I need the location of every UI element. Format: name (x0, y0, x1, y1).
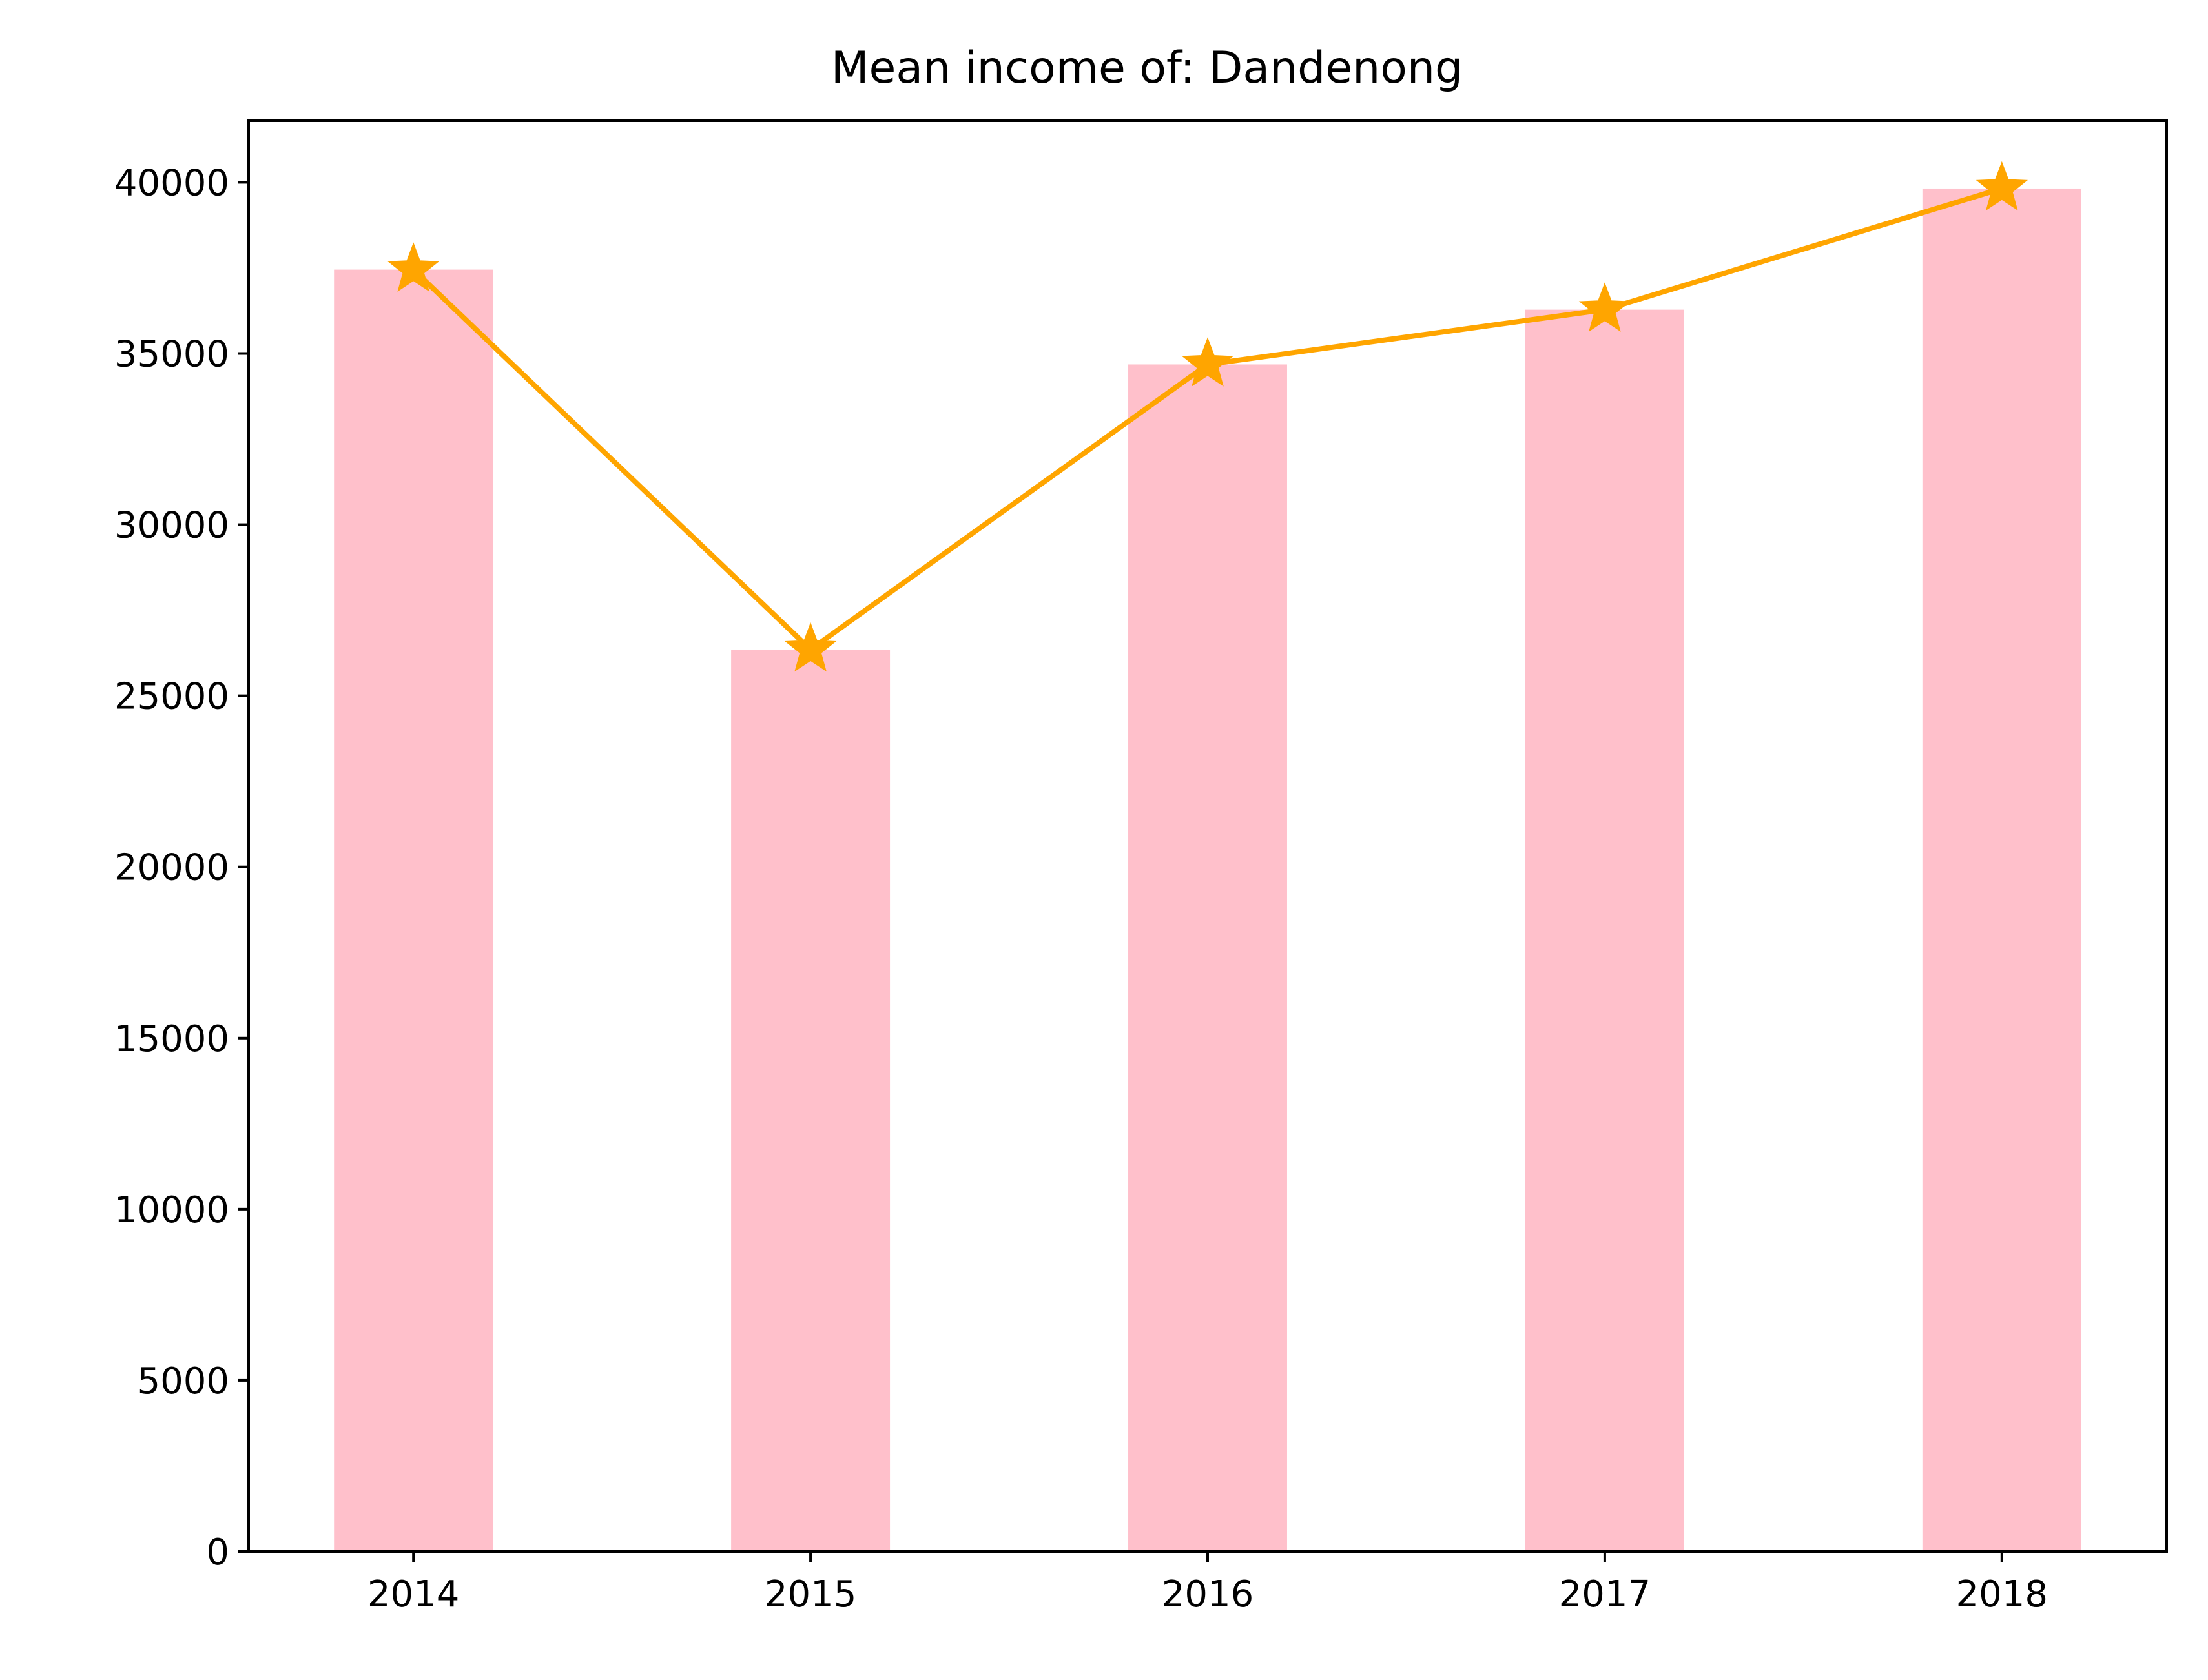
bar-2016 (1128, 364, 1287, 1552)
star-marker-2017 (1578, 282, 1631, 332)
y-tick-label: 35000 (114, 333, 229, 375)
x-axis-ticks: 2014 2015 2016 2017 2018 (367, 1552, 2048, 1615)
bar-2017 (1525, 309, 1684, 1552)
y-tick-label: 40000 (114, 162, 229, 204)
y-tick-label: 15000 (114, 1018, 229, 1060)
star-marker-2018 (1976, 161, 2028, 211)
y-tick-label: 20000 (114, 847, 229, 889)
bar-2018 (1922, 188, 2081, 1552)
y-tick-label: 10000 (114, 1189, 229, 1231)
x-tick-label: 2014 (367, 1573, 460, 1615)
y-axis-ticks: 0 5000 10000 15000 20000 25000 30000 35000 40000 (114, 162, 249, 1573)
bars-layer (334, 188, 2081, 1552)
bar-2015 (731, 650, 891, 1552)
x-tick-label: 2017 (1559, 1573, 1651, 1615)
star-marker-2014 (387, 242, 440, 292)
y-tick-label: 30000 (114, 505, 229, 547)
chart-title: Mean income of: Dandenong (831, 43, 1463, 94)
star-marker-2016 (1181, 337, 1234, 387)
x-tick-label: 2016 (1162, 1573, 1254, 1615)
y-tick-label: 25000 (114, 676, 229, 718)
y-tick-label: 0 (206, 1531, 229, 1573)
line-layer (387, 161, 2028, 672)
star-marker-2015 (784, 622, 837, 672)
y-tick-label: 5000 (137, 1360, 229, 1402)
bar-2014 (334, 269, 493, 1552)
x-tick-label: 2015 (765, 1573, 857, 1615)
x-tick-label: 2018 (1956, 1573, 2048, 1615)
